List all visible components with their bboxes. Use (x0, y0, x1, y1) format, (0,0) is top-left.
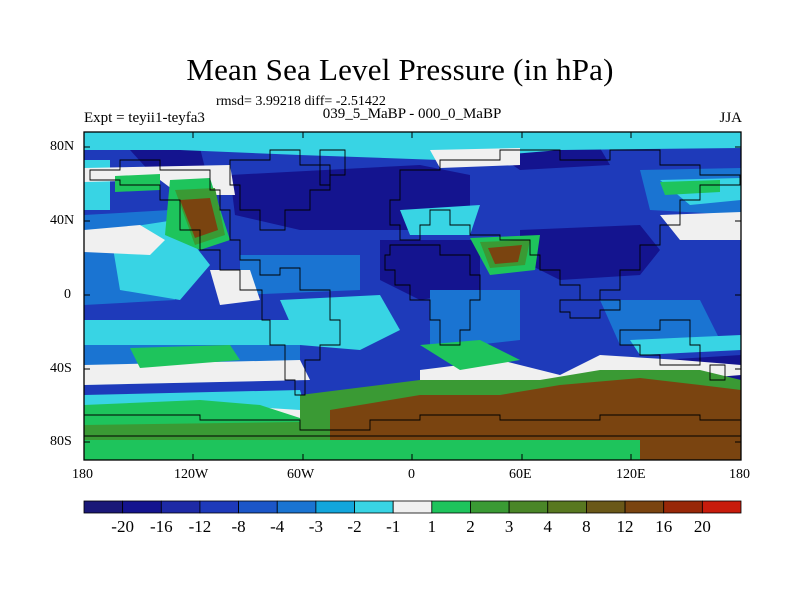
colorbar-box (663, 500, 703, 514)
colorbar-label: 4 (543, 517, 553, 536)
lon-tick-label: 120W (174, 467, 209, 482)
colorbar-label: 1 (427, 517, 437, 536)
stats-line: rmsd= 3.99218 diff= -2.51422 (216, 94, 386, 109)
colorbar-box (624, 500, 665, 514)
colorbar-label: -12 (188, 517, 212, 536)
colorbar-label: -4 (270, 517, 285, 536)
lon-tick-label: 60W (287, 467, 315, 482)
period-label: 039_5_MaBP - 000_0_MaBP (322, 106, 502, 122)
colorbar-box (701, 500, 742, 514)
lon-tick-label: 0 (408, 467, 415, 482)
colorbar-label: 3 (504, 517, 514, 536)
colorbar-box (199, 500, 239, 514)
colorbar-label: -20 (111, 517, 134, 536)
lon-tick-label: 60E (509, 467, 532, 482)
colorbar-box (470, 500, 510, 514)
colorbar-box (392, 500, 433, 514)
experiment-label: Expt = teyii1-teyfa3 (84, 110, 205, 126)
colorbar-box (586, 500, 626, 514)
colorbar-box (276, 500, 317, 514)
colorbar-label: -8 (231, 517, 246, 536)
colorbar-label: -3 (308, 517, 323, 536)
lon-tick-label: 120E (616, 467, 646, 482)
lat-tick-label: 0 (64, 287, 71, 302)
lat-tick-label: 80N (50, 139, 75, 154)
colorbar-box (354, 500, 394, 514)
colorbar-box (238, 500, 278, 514)
lat-tick-label: 40S (50, 361, 72, 376)
lat-tick-label: 80S (50, 434, 72, 449)
pressure-field (84, 132, 741, 460)
colorbar-label: -16 (149, 517, 173, 536)
colorbar-label: 16 (655, 517, 673, 536)
colorbar-box (122, 500, 162, 514)
colorbar-label: 20 (693, 517, 711, 536)
colorbar-box (547, 500, 587, 514)
colorbar-box (508, 500, 549, 514)
colorbar-box (431, 500, 471, 514)
coastlines (84, 149, 741, 437)
axis-ticks (84, 132, 741, 460)
field-brown (180, 198, 741, 460)
colorbar-box (315, 500, 355, 514)
lon-tick-label: 180 (72, 467, 93, 482)
colorbar-label: -1 (386, 517, 401, 536)
colorbar-box (160, 500, 201, 514)
plot-title: Mean Sea Level Pressure (in hPa) (186, 52, 614, 87)
colorbar-box (83, 500, 124, 514)
colorbar (83, 500, 742, 514)
lat-tick-label: 40N (50, 213, 75, 228)
colorbar-label: -2 (347, 517, 362, 536)
colorbar-label: 12 (616, 517, 634, 536)
colorbar-label: 8 (582, 517, 591, 536)
season-label: JJA (719, 110, 742, 126)
lon-tick-label: 180 (729, 467, 750, 482)
colorbar-label: 2 (466, 517, 475, 536)
